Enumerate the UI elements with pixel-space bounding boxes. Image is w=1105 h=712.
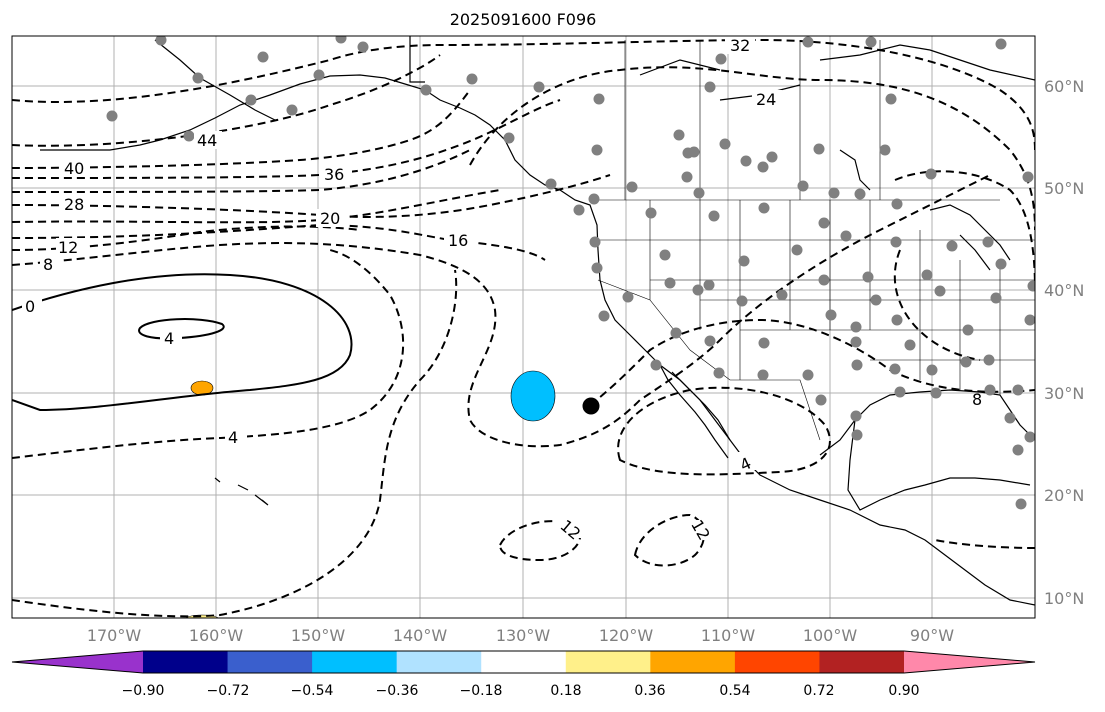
contour-label: 0 (25, 297, 35, 316)
contour-label: 12 (58, 238, 78, 257)
colorbar-extension-high (904, 651, 1035, 673)
lon-label: 170°W (86, 626, 142, 645)
lat-label: 50°N (1044, 179, 1085, 198)
colorbar-tick-label: −0.72 (206, 683, 250, 699)
lat-label: 60°N (1044, 77, 1085, 96)
coastlines (40, 36, 1035, 606)
colorbar-outline (11, 650, 1036, 674)
contour-label: 4 (228, 428, 238, 447)
colorbar-tick-label: 0.90 (888, 683, 920, 699)
colorbar-extension-low (12, 651, 143, 673)
lat-label: 20°N (1044, 486, 1085, 505)
political-borders (597, 40, 1035, 441)
colorbar-segment (312, 651, 398, 673)
lon-label: 150°W (290, 626, 346, 645)
colorbar-tick-label: 0.36 (634, 683, 666, 699)
colorbar-segment (481, 651, 567, 673)
contour-label: 8 (43, 255, 53, 274)
lat-label: 30°N (1044, 384, 1085, 403)
lon-label: 90°W (909, 626, 955, 645)
colorbar-segment (650, 651, 736, 673)
colorbar-segment (227, 651, 313, 673)
colorbar-segment (396, 651, 482, 673)
lon-label: 160°W (188, 626, 244, 645)
contour-label: 28 (64, 195, 84, 214)
positive-anomaly-edge (185, 614, 219, 618)
colorbar-tick-label: −0.36 (375, 683, 419, 699)
contour-label: 8 (972, 390, 982, 409)
contour-label: 4 (164, 329, 174, 348)
colorbar-segment (143, 651, 229, 673)
lon-label: 110°W (700, 626, 756, 645)
lat-label: 10°N (1044, 589, 1085, 608)
negative-anomaly-blob (510, 370, 556, 422)
contour-label: 44 (197, 131, 217, 150)
contour-label: 16 (448, 231, 468, 250)
contour-label: 24 (756, 90, 776, 109)
contour-label: 20 (320, 209, 340, 228)
colorbar (11, 650, 1036, 674)
lat-label: 40°N (1044, 281, 1085, 300)
lon-label: 100°W (802, 626, 858, 645)
contour-lines (12, 38, 1035, 618)
colorbar-tick-label: 0.54 (719, 683, 751, 699)
station-dots (106, 36, 1035, 510)
colorbar-tick-label: −0.54 (290, 683, 334, 699)
storm-center-marker (582, 397, 600, 415)
colorbar-tick-label: −0.90 (121, 683, 165, 699)
map-title: 2025091600 F096 (449, 10, 597, 29)
contour-label: 36 (324, 165, 344, 184)
contour-label: 32 (730, 36, 750, 55)
colorbar-tick-label: 0.72 (803, 683, 835, 699)
colorbar-segment (565, 651, 651, 673)
map-frame (11, 35, 1036, 619)
grid-lines (12, 36, 1035, 618)
contour-label: 40 (64, 159, 84, 178)
colorbar-tick-label: 0.18 (550, 683, 582, 699)
lon-label: 120°W (598, 626, 654, 645)
colorbar-segment (819, 651, 905, 673)
lon-label: 130°W (495, 626, 551, 645)
lon-label: 140°W (392, 626, 448, 645)
colorbar-segment (734, 651, 820, 673)
colorbar-tick-label: −0.18 (459, 683, 503, 699)
